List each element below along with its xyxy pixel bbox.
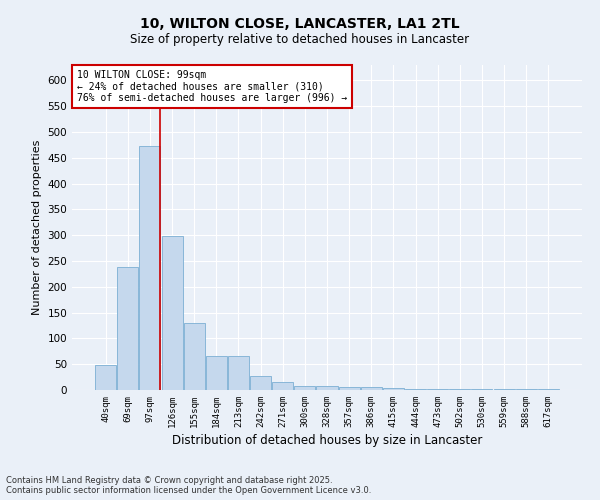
- Text: 10, WILTON CLOSE, LANCASTER, LA1 2TL: 10, WILTON CLOSE, LANCASTER, LA1 2TL: [140, 18, 460, 32]
- Bar: [250, 376, 271, 390]
- Bar: [95, 365, 116, 390]
- Bar: [161, 236, 182, 390]
- Bar: [405, 389, 426, 390]
- Bar: [272, 382, 293, 390]
- Text: 10 WILTON CLOSE: 99sqm
← 24% of detached houses are smaller (310)
76% of semi-de: 10 WILTON CLOSE: 99sqm ← 24% of detached…: [77, 70, 347, 103]
- Bar: [361, 388, 382, 390]
- Bar: [338, 388, 359, 390]
- Bar: [206, 356, 227, 390]
- Y-axis label: Number of detached properties: Number of detached properties: [32, 140, 42, 315]
- Text: Contains HM Land Registry data © Crown copyright and database right 2025.
Contai: Contains HM Land Registry data © Crown c…: [6, 476, 371, 495]
- Bar: [184, 323, 205, 390]
- Bar: [118, 267, 139, 390]
- Bar: [316, 386, 338, 390]
- Bar: [228, 356, 249, 390]
- X-axis label: Distribution of detached houses by size in Lancaster: Distribution of detached houses by size …: [172, 434, 482, 447]
- Bar: [139, 146, 160, 390]
- Bar: [295, 386, 316, 390]
- Text: Size of property relative to detached houses in Lancaster: Size of property relative to detached ho…: [130, 32, 470, 46]
- Bar: [427, 389, 448, 390]
- Bar: [383, 388, 404, 390]
